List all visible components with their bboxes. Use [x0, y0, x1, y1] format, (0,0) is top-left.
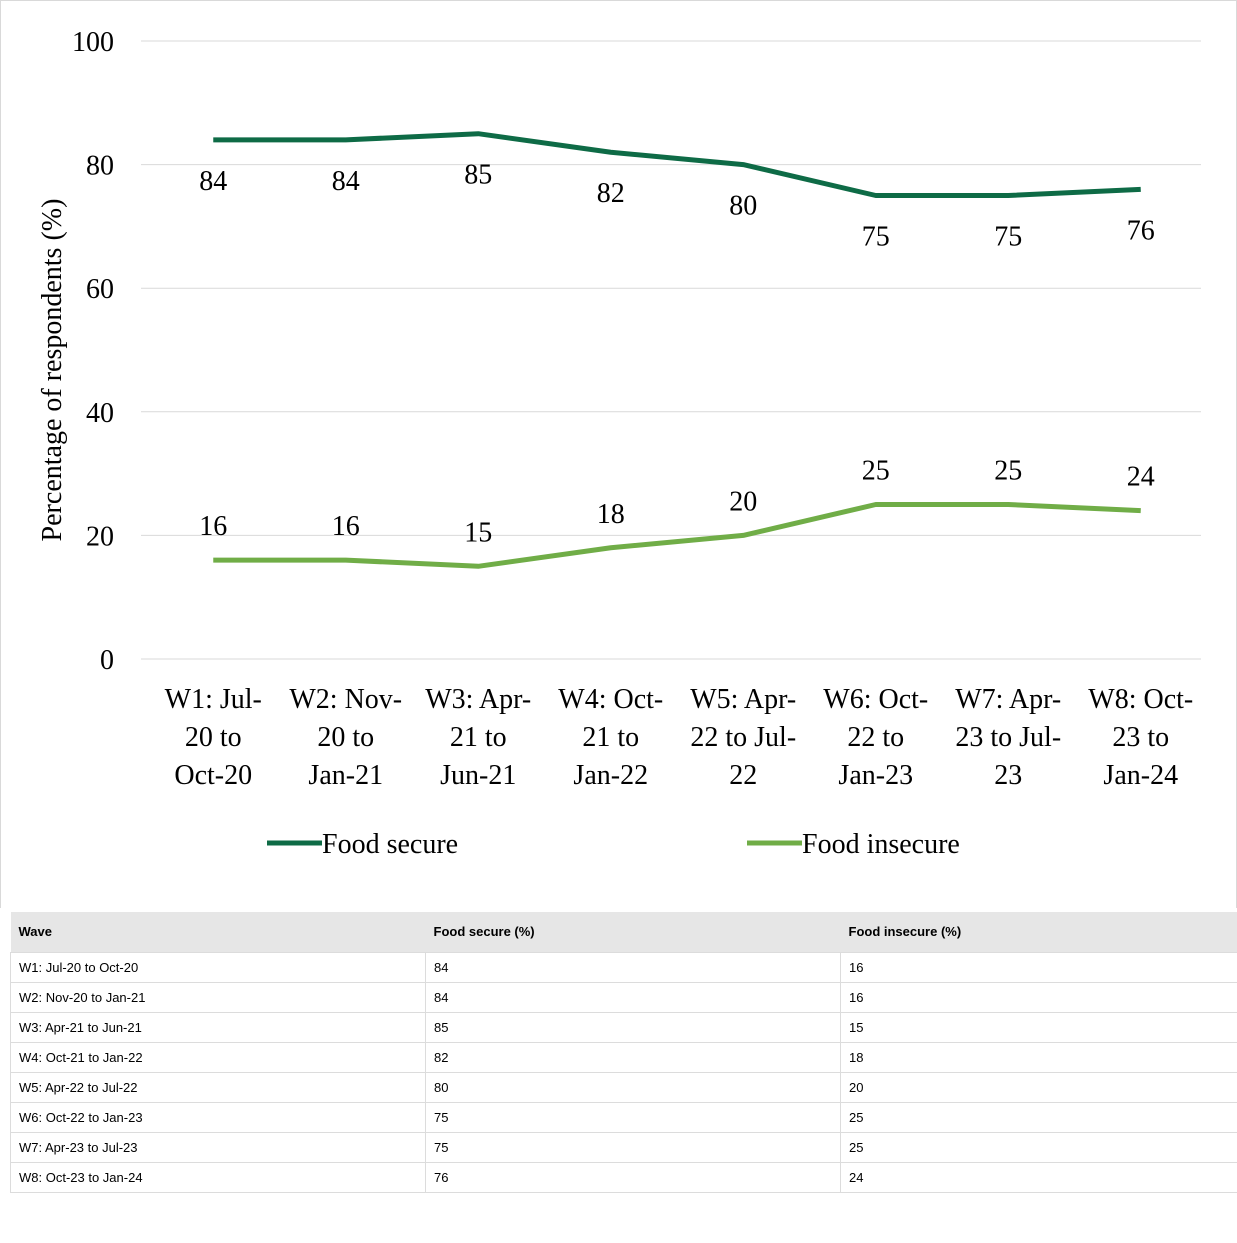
table-cell-food-insecure: 16 — [840, 981, 1237, 1013]
x-tick-label: W4: Oct- — [558, 684, 663, 715]
data-table: Wave Food secure (%) Food insecure (%) W… — [10, 912, 1237, 1193]
x-tick-label: W6: Oct- — [823, 684, 928, 715]
table-row: W6: Oct-22 to Jan-23 75 25 — [10, 1101, 1237, 1133]
x-tick-label: W5: Apr- — [690, 684, 796, 715]
table-row: W5: Apr-22 to Jul-22 80 20 — [10, 1071, 1237, 1103]
table-header-food-secure: Food secure (%) — [425, 912, 841, 952]
data-label: 20 — [729, 486, 757, 517]
x-tick-label: Jan-21 — [308, 760, 383, 791]
x-tick-label: Jan-22 — [573, 760, 648, 791]
chart-area: 0 20 40 60 80 100 Percentage of respondents (%… — [0, 0, 1237, 908]
x-tick-label: 22 to — [847, 722, 904, 753]
table-header-wave: Wave — [10, 912, 426, 952]
y-tick-label: 100 — [72, 27, 114, 58]
table-cell-food-secure: 80 — [425, 1071, 841, 1103]
table-cell-food-insecure: 25 — [840, 1131, 1237, 1163]
data-label: 80 — [729, 191, 757, 222]
table-row: W4: Oct-21 to Jan-22 82 18 — [10, 1041, 1237, 1073]
line-chart: 0 20 40 60 80 100 Percentage of respondents (%… — [37, 27, 1201, 860]
table-cell-wave: W1: Jul-20 to Oct-20 — [10, 951, 426, 983]
data-label: 75 — [994, 222, 1022, 253]
y-tick-label: 0 — [100, 645, 114, 676]
table-row: W8: Oct-23 to Jan-24 76 24 — [10, 1161, 1237, 1193]
data-label: 25 — [862, 456, 890, 487]
x-tick-label: 23 to — [1112, 722, 1169, 753]
table-cell-wave: W8: Oct-23 to Jan-24 — [10, 1161, 426, 1193]
x-tick-label: Oct-20 — [174, 760, 252, 791]
table-cell-food-insecure: 18 — [840, 1041, 1237, 1073]
table-row: W2: Nov-20 to Jan-21 84 16 — [10, 981, 1237, 1013]
legend-label-food-secure: Food secure — [322, 829, 458, 860]
data-label: 25 — [994, 456, 1022, 487]
x-tick-label: 21 to — [450, 722, 507, 753]
x-tick-label: W7: Apr- — [955, 684, 1061, 715]
table-cell-food-secure: 84 — [425, 951, 841, 983]
x-tick-label: W1: Jul- — [165, 684, 262, 715]
table-row: W3: Apr-21 to Jun-21 85 15 — [10, 1011, 1237, 1043]
table-cell-food-insecure: 24 — [840, 1161, 1237, 1193]
x-tick-label: Jun-21 — [440, 760, 516, 791]
table-cell-wave: W6: Oct-22 to Jan-23 — [10, 1101, 426, 1133]
x-tick-label: 21 to — [582, 722, 639, 753]
table-cell-food-insecure: 15 — [840, 1011, 1237, 1043]
table-cell-food-insecure: 16 — [840, 951, 1237, 983]
data-label: 16 — [332, 511, 360, 542]
data-label: 18 — [597, 499, 625, 530]
x-tick-label: 20 to — [317, 722, 374, 753]
table-cell-food-secure: 75 — [425, 1101, 841, 1133]
data-label: 85 — [464, 160, 492, 191]
data-label: 84 — [199, 166, 227, 197]
table-row: W7: Apr-23 to Jul-23 75 25 — [10, 1131, 1237, 1163]
x-tick-label: 23 — [994, 760, 1022, 791]
data-label: 76 — [1127, 215, 1155, 246]
table-cell-wave: W4: Oct-21 to Jan-22 — [10, 1041, 426, 1073]
x-tick-label: Jan-23 — [838, 760, 913, 791]
table-cell-wave: W3: Apr-21 to Jun-21 — [10, 1011, 426, 1043]
data-label: 82 — [597, 178, 625, 209]
data-label: 75 — [862, 222, 890, 253]
x-tick-label: 20 to — [185, 722, 242, 753]
data-label: 24 — [1127, 462, 1155, 493]
table-row: W1: Jul-20 to Oct-20 84 16 — [10, 951, 1237, 983]
x-tick-label: W2: Nov- — [289, 684, 402, 715]
data-label: 15 — [464, 517, 492, 548]
table-cell-wave: W2: Nov-20 to Jan-21 — [10, 981, 426, 1013]
series-line-food-secure — [213, 131, 1141, 198]
y-tick-label: 20 — [86, 521, 114, 552]
y-tick-label: 60 — [86, 274, 114, 305]
table-cell-food-insecure: 20 — [840, 1071, 1237, 1103]
x-tick-label: W3: Apr- — [425, 684, 531, 715]
data-label: 84 — [332, 166, 360, 197]
x-tick-label: W8: Oct- — [1088, 684, 1193, 715]
table-header-row: Wave Food secure (%) Food insecure (%) — [10, 912, 1237, 952]
table-cell-food-secure: 85 — [425, 1011, 841, 1043]
x-tick-label: 23 to Jul- — [955, 722, 1061, 753]
x-tick-label: 22 to Jul- — [690, 722, 796, 753]
table-cell-food-secure: 76 — [425, 1161, 841, 1193]
y-axis-title: Percentage of respondents (%) — [37, 199, 68, 542]
series-line-food-insecure — [213, 502, 1141, 569]
y-tick-label: 80 — [86, 151, 114, 182]
data-label: 16 — [199, 511, 227, 542]
table-header-food-insecure: Food insecure (%) — [840, 912, 1237, 952]
table-cell-wave: W5: Apr-22 to Jul-22 — [10, 1071, 426, 1103]
legend-label-food-insecure: Food insecure — [802, 829, 960, 860]
table-cell-food-secure: 75 — [425, 1131, 841, 1163]
table-cell-wave: W7: Apr-23 to Jul-23 — [10, 1131, 426, 1163]
x-tick-label: Jan-24 — [1103, 760, 1178, 791]
table-cell-food-secure: 84 — [425, 981, 841, 1013]
table-cell-food-insecure: 25 — [840, 1101, 1237, 1133]
y-tick-label: 40 — [86, 398, 114, 429]
table-cell-food-secure: 82 — [425, 1041, 841, 1073]
x-tick-label: 22 — [729, 760, 757, 791]
